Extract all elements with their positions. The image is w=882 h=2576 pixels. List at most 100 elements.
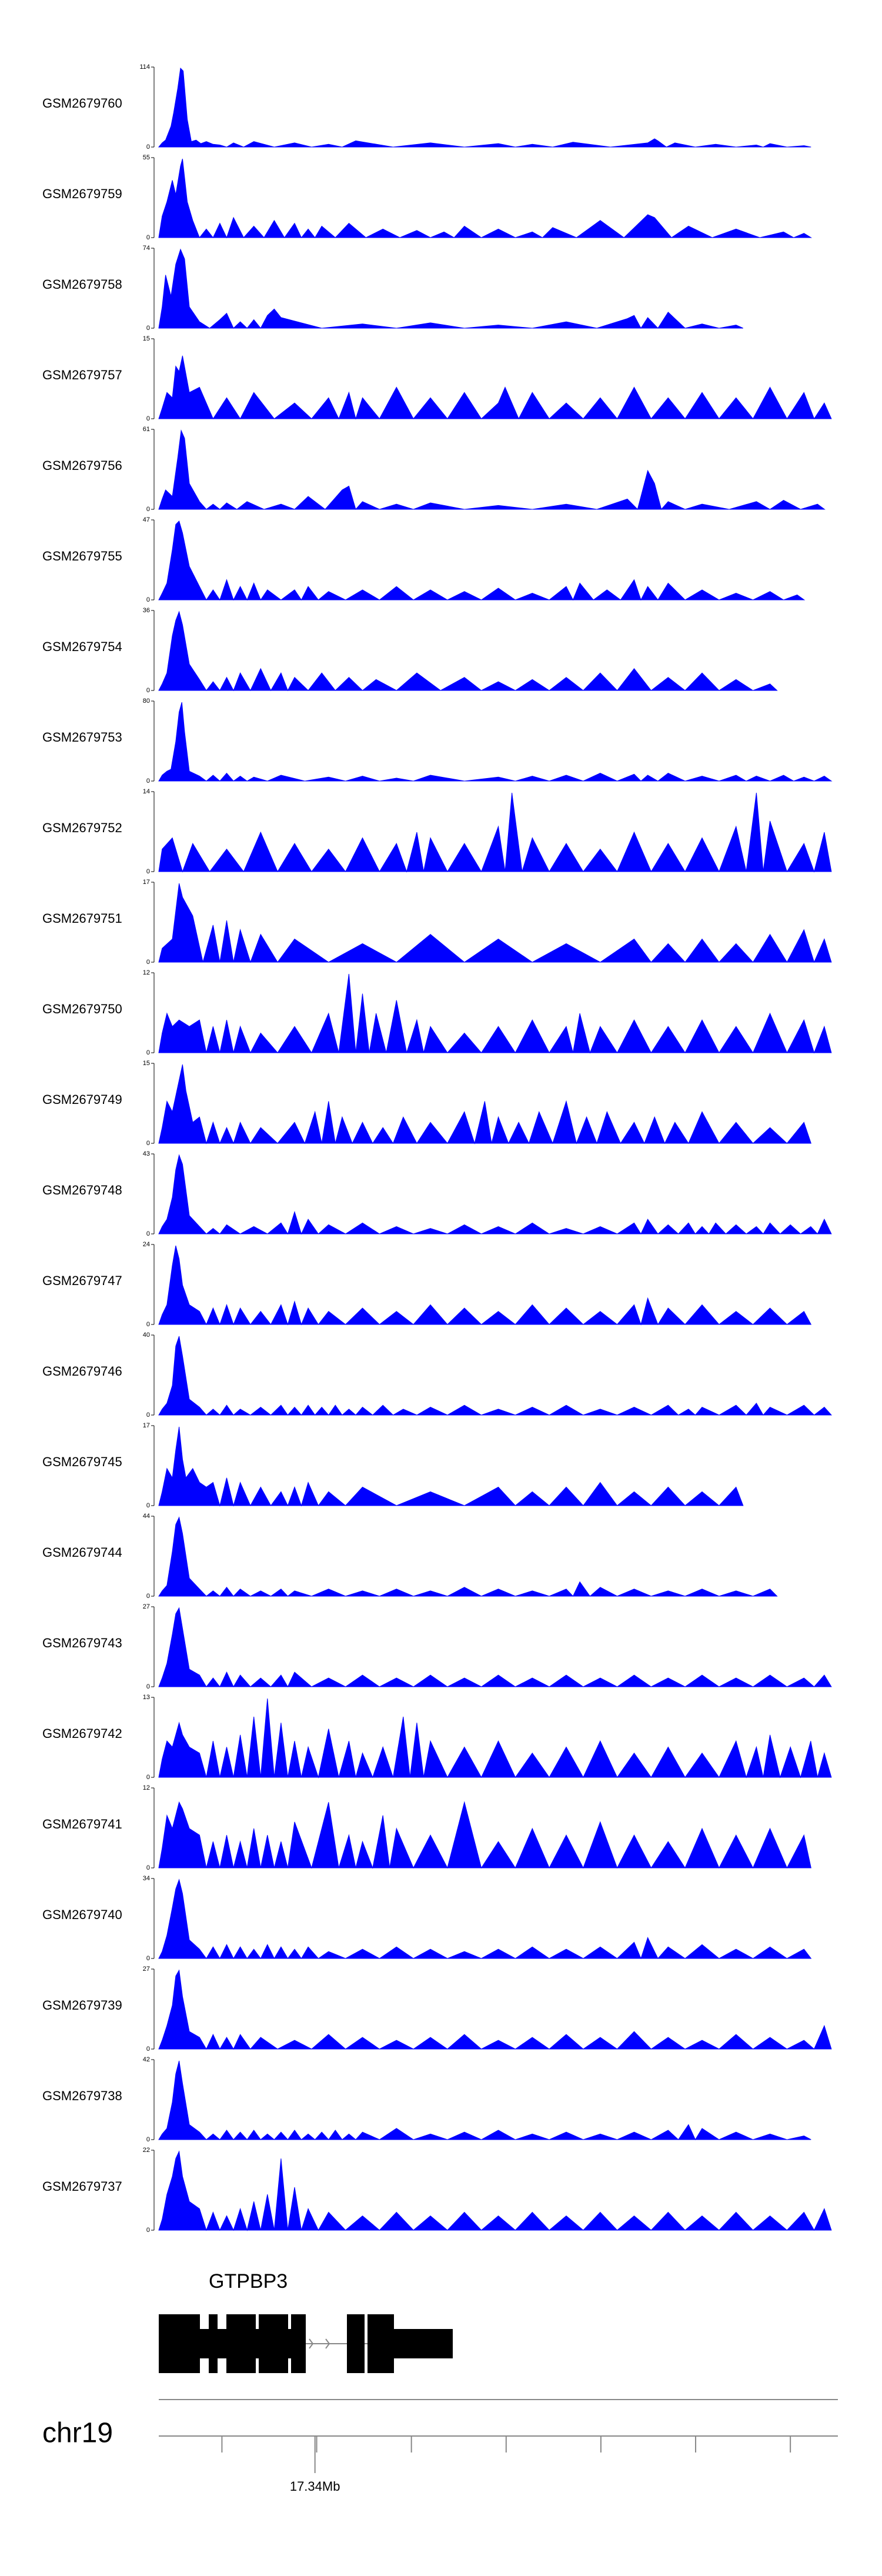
chromosome-axis: chr19 17.34Mb <box>42 2399 838 2494</box>
y-tick-label-max: 15 <box>143 1060 150 1067</box>
coverage-area <box>158 2150 832 2231</box>
y-tick-label-zero: 0 <box>146 778 150 785</box>
track-label: GSM2679746 <box>42 1364 122 1379</box>
coverage-area <box>158 67 811 148</box>
y-tick-label-zero: 0 <box>146 1049 150 1056</box>
coverage-area <box>158 158 813 239</box>
track-GSM2679745: GSM2679745 17 0 <box>42 1422 744 1509</box>
y-tick-label-zero: 0 <box>146 506 150 513</box>
track-label: GSM2679756 <box>42 458 122 473</box>
track-label: GSM2679740 <box>42 1907 122 1922</box>
track-label: GSM2679737 <box>42 2179 122 2194</box>
y-tick-label-zero: 0 <box>146 959 150 966</box>
coverage-tracks: GSM2679760 114 0 GSM2679759 55 0 GSM2679758 74 0… <box>42 64 833 2234</box>
track-GSM2679752: GSM2679752 14 0 <box>42 788 832 875</box>
track-label: GSM2679738 <box>42 2088 122 2103</box>
y-tick-label-zero: 0 <box>146 1140 150 1147</box>
coverage-area <box>158 1336 833 1416</box>
track-label: GSM2679759 <box>42 186 122 201</box>
track-GSM2679743: GSM2679743 27 0 <box>42 1603 832 1690</box>
y-tick-label-max: 61 <box>143 426 150 433</box>
y-tick-label-max: 74 <box>143 245 150 252</box>
gene-name: GTPBP3 <box>209 2270 288 2293</box>
track-label: GSM2679741 <box>42 1817 122 1831</box>
x-axis-major-tick-label: 17.34Mb <box>290 2479 340 2494</box>
track-label: GSM2679745 <box>42 1454 122 1469</box>
y-tick-label-zero: 0 <box>146 687 150 694</box>
y-tick-label-zero: 0 <box>146 1864 150 1871</box>
track-GSM2679760: GSM2679760 114 0 <box>42 64 811 151</box>
y-tick-label-zero: 0 <box>146 2136 150 2143</box>
track-label: GSM2679754 <box>42 639 122 654</box>
exon-block <box>159 2329 306 2358</box>
track-GSM2679753: GSM2679753 80 0 <box>42 698 833 785</box>
coverage-area <box>158 520 806 601</box>
track-GSM2679747: GSM2679747 24 0 <box>42 1241 812 1328</box>
y-tick-label-max: 55 <box>143 154 150 161</box>
track-label: GSM2679758 <box>42 277 122 292</box>
y-tick-label-max: 27 <box>143 1966 150 1973</box>
y-tick-label-max: 14 <box>143 788 150 795</box>
track-label: GSM2679742 <box>42 1726 122 1741</box>
track-GSM2679756: GSM2679756 61 0 <box>42 426 826 513</box>
y-tick-label-zero: 0 <box>146 234 150 241</box>
coverage-area <box>158 1245 812 1326</box>
track-GSM2679742: GSM2679742 13 0 <box>42 1694 832 1781</box>
coverage-area <box>158 1801 811 1869</box>
y-tick-label-max: 47 <box>143 516 150 523</box>
track-GSM2679741: GSM2679741 12 0 <box>42 1784 811 1871</box>
track-label: GSM2679753 <box>42 730 122 745</box>
coverage-area <box>158 883 832 963</box>
exon-block <box>388 2329 453 2358</box>
coverage-area <box>158 973 832 1054</box>
track-label: GSM2679743 <box>42 1636 122 1650</box>
y-tick-label-max: 114 <box>139 64 150 71</box>
track-GSM2679748: GSM2679748 43 0 <box>42 1150 832 1237</box>
y-tick-label-max: 17 <box>143 1422 150 1429</box>
y-tick-label-max: 27 <box>143 1603 150 1610</box>
coverage-area <box>158 1064 811 1144</box>
track-GSM2679739: GSM2679739 27 0 <box>42 1966 832 2053</box>
coverage-area <box>158 248 744 329</box>
y-tick-label-max: 43 <box>143 1150 150 1157</box>
coverage-area <box>158 1878 812 1960</box>
y-tick-label-max: 42 <box>143 2056 150 2063</box>
track-GSM2679751: GSM2679751 17 0 <box>42 879 832 966</box>
y-tick-label-max: 80 <box>143 698 150 705</box>
y-tick-label-max: 44 <box>143 1513 150 1520</box>
track-GSM2679758: GSM2679758 74 0 <box>42 245 744 332</box>
track-label: GSM2679755 <box>42 549 122 563</box>
coverage-area <box>158 1969 832 2050</box>
y-tick-label-zero: 0 <box>146 1321 150 1328</box>
y-tick-label-max: 24 <box>143 1241 150 1248</box>
track-label: GSM2679752 <box>42 820 122 835</box>
y-tick-label-max: 17 <box>143 879 150 886</box>
chromosome-label: chr19 <box>42 2418 113 2449</box>
y-tick-label-max: 12 <box>143 969 150 976</box>
y-tick-label-max: 12 <box>143 1784 150 1791</box>
strand-arrow-icon <box>309 2338 314 2349</box>
coverage-area <box>158 610 778 692</box>
coverage-area <box>158 429 826 510</box>
y-tick-label-max: 36 <box>143 607 150 614</box>
y-tick-label-max: 34 <box>143 1875 150 1882</box>
track-label: GSM2679747 <box>42 1273 122 1288</box>
y-tick-label-zero: 0 <box>146 596 150 603</box>
y-tick-label-zero: 0 <box>146 2046 150 2053</box>
track-label: GSM2679760 <box>42 96 122 111</box>
y-tick-label-max: 40 <box>143 1332 150 1339</box>
coverage-area <box>158 702 833 782</box>
gene-track: GTPBP3 <box>159 2270 453 2373</box>
track-GSM2679737: GSM2679737 22 0 <box>42 2147 832 2234</box>
track-label: GSM2679751 <box>42 911 122 926</box>
track-GSM2679749: GSM2679749 15 0 <box>42 1060 811 1147</box>
track-GSM2679757: GSM2679757 15 0 <box>42 335 832 422</box>
track-GSM2679754: GSM2679754 36 0 <box>42 607 778 694</box>
y-tick-label-max: 13 <box>143 1694 150 1701</box>
coverage-area <box>158 2060 811 2141</box>
y-tick-label-zero: 0 <box>146 1230 150 1237</box>
y-tick-label-max: 22 <box>143 2147 150 2154</box>
y-tick-label-zero: 0 <box>146 868 150 875</box>
y-tick-label-zero: 0 <box>146 1955 150 1962</box>
